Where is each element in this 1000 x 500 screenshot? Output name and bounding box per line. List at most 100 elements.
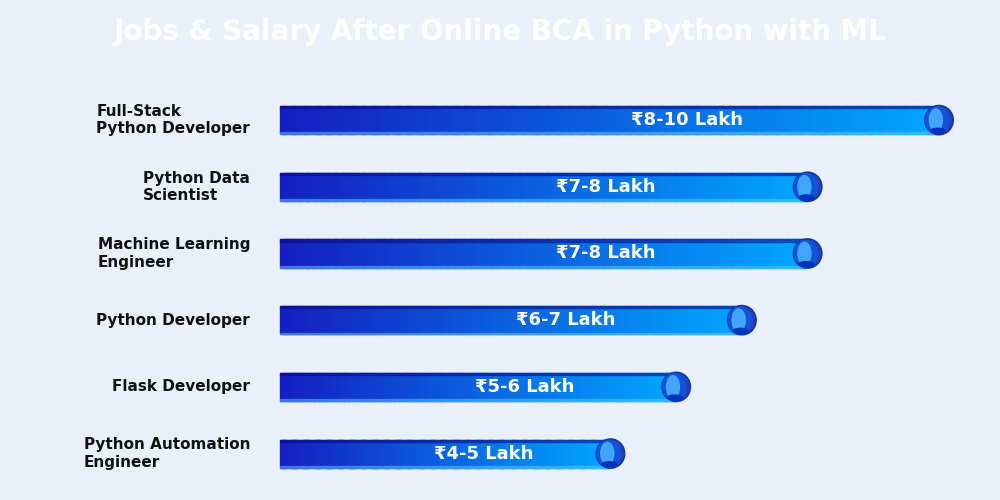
Bar — [439, 440, 440, 468]
Bar — [348, 373, 350, 401]
Bar — [802, 240, 804, 268]
Bar — [709, 240, 712, 268]
Bar — [598, 106, 600, 134]
Bar — [605, 440, 607, 468]
Bar — [459, 173, 461, 201]
Bar — [650, 240, 652, 268]
Bar — [743, 173, 745, 201]
Bar — [785, 240, 787, 268]
Bar — [440, 440, 442, 468]
Bar — [572, 373, 574, 401]
Bar — [588, 440, 589, 468]
Bar — [473, 173, 475, 201]
Bar — [525, 440, 527, 468]
Bar — [630, 306, 632, 334]
Bar — [659, 306, 661, 334]
Bar — [331, 240, 333, 268]
Bar — [284, 106, 287, 134]
Bar — [639, 306, 641, 334]
Bar — [513, 173, 515, 201]
Text: ₹7-8 Lakh: ₹7-8 Lakh — [556, 244, 656, 262]
Bar — [448, 440, 449, 468]
Bar — [708, 306, 710, 334]
Bar — [634, 373, 635, 401]
Bar — [549, 106, 552, 134]
Bar — [394, 106, 397, 134]
Bar — [640, 306, 642, 334]
Bar — [732, 173, 734, 201]
Bar — [468, 106, 471, 134]
Bar — [630, 106, 633, 134]
Bar — [680, 173, 682, 201]
Bar — [876, 106, 879, 134]
Bar — [582, 373, 584, 401]
Bar — [476, 373, 478, 401]
Bar — [673, 173, 675, 201]
Bar — [730, 240, 733, 268]
Bar — [419, 440, 421, 468]
Bar — [416, 106, 419, 134]
Bar — [795, 240, 797, 268]
Bar — [565, 106, 567, 134]
Bar — [471, 106, 473, 134]
Bar — [519, 106, 521, 134]
Bar — [393, 306, 396, 334]
Bar — [646, 306, 648, 334]
Bar — [539, 173, 542, 201]
Bar — [439, 306, 442, 334]
Bar — [667, 173, 670, 201]
Bar — [322, 173, 324, 201]
Bar — [641, 240, 643, 268]
Bar — [666, 373, 668, 401]
Bar — [348, 240, 351, 268]
Bar — [579, 440, 581, 468]
Bar — [460, 440, 461, 468]
Bar — [725, 240, 727, 268]
Bar — [543, 106, 546, 134]
Bar — [505, 306, 507, 334]
Bar — [475, 240, 477, 268]
Bar — [323, 373, 325, 401]
Bar — [507, 440, 508, 468]
Bar — [564, 373, 566, 401]
Bar — [473, 106, 475, 134]
Bar — [640, 373, 642, 401]
Bar — [481, 373, 483, 401]
Bar — [308, 306, 310, 334]
Ellipse shape — [601, 442, 614, 465]
Bar — [387, 240, 389, 268]
Bar — [380, 306, 382, 334]
Bar — [583, 440, 585, 468]
Bar — [382, 440, 383, 468]
Bar — [284, 240, 286, 268]
Bar — [295, 440, 297, 468]
Bar — [452, 173, 454, 201]
Bar — [373, 240, 375, 268]
Bar — [609, 240, 612, 268]
Bar — [511, 240, 514, 268]
Bar — [378, 240, 380, 268]
Bar — [457, 173, 459, 201]
Bar — [386, 440, 388, 468]
Bar — [655, 173, 657, 201]
Bar — [513, 440, 515, 468]
Bar — [554, 306, 556, 334]
Bar — [500, 440, 502, 468]
Bar — [852, 106, 854, 134]
Bar — [324, 440, 325, 468]
Bar — [584, 106, 587, 134]
Bar — [668, 106, 670, 134]
Bar — [687, 173, 689, 201]
Bar — [718, 240, 720, 268]
Bar — [722, 173, 724, 201]
Bar — [372, 106, 375, 134]
Bar — [456, 306, 458, 334]
Bar — [613, 173, 615, 201]
Bar — [580, 173, 582, 201]
Bar — [484, 373, 486, 401]
Bar — [454, 440, 456, 468]
Bar — [736, 173, 738, 201]
Bar — [662, 373, 664, 401]
Bar — [917, 106, 920, 134]
Bar — [426, 373, 428, 401]
